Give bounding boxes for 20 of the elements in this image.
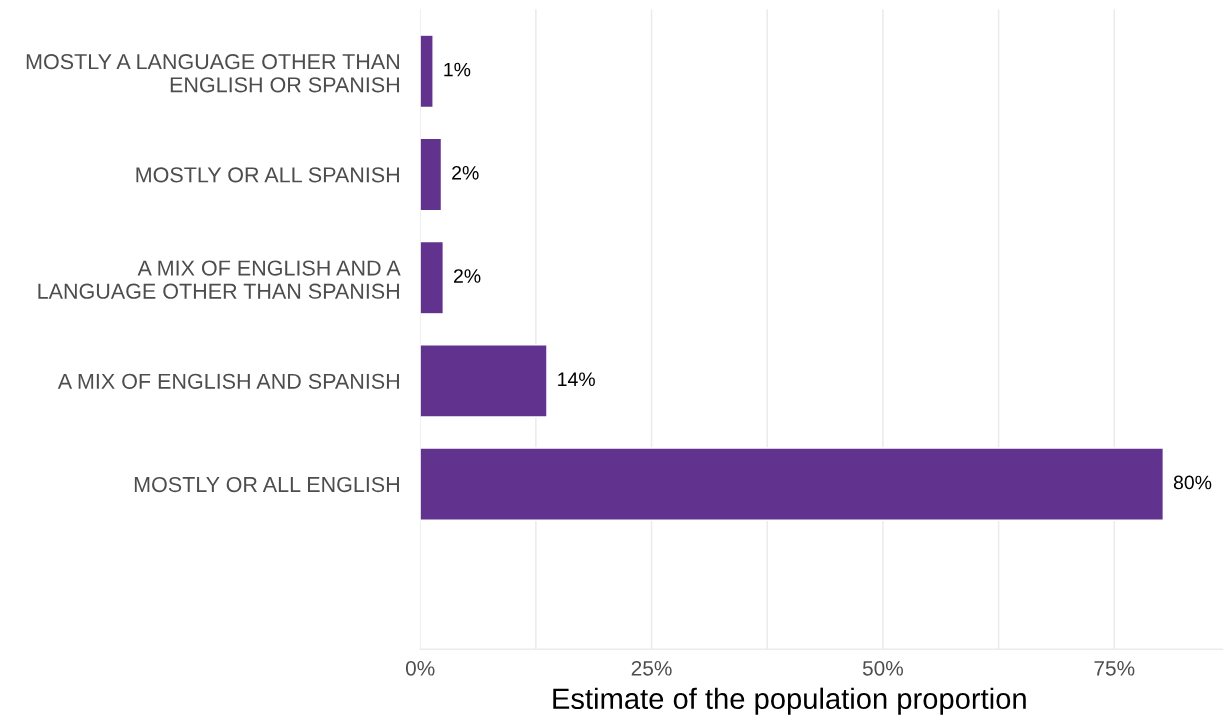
bar bbox=[420, 137, 443, 212]
data-label: 14% bbox=[558, 372, 595, 387]
x-tick-label: 25% bbox=[631, 660, 672, 676]
bar bbox=[420, 447, 1165, 521]
x-axis-title: Estimate of the population proportion bbox=[553, 687, 1026, 715]
x-tick-label: 50% bbox=[862, 660, 904, 676]
data-label: 1% bbox=[444, 62, 471, 77]
data-label: 80% bbox=[1173, 475, 1212, 490]
bar bbox=[420, 34, 434, 109]
y-tick-label: A MIX OF ENGLISH AND SPANISH bbox=[57, 373, 399, 389]
y-tick-label: MOSTLY OR ALL SPANISH bbox=[136, 167, 399, 183]
y-tick-label: A MIX OF ENGLISH AND A LANGUAGE OTHER THAN SPANISH bbox=[38, 260, 401, 299]
bar bbox=[420, 344, 548, 418]
bar bbox=[420, 240, 445, 315]
y-tick-label: MOSTLY OR ALL ENGLISH bbox=[134, 476, 399, 493]
data-label: 2% bbox=[454, 269, 481, 283]
x-tick-label: 0% bbox=[405, 660, 435, 676]
y-tick-label: MOSTLY A LANGUAGE OTHER THAN ENGLISH OR SPANISH bbox=[26, 54, 399, 93]
x-tick-label: 75% bbox=[1094, 661, 1135, 676]
data-label: 2% bbox=[452, 165, 479, 180]
